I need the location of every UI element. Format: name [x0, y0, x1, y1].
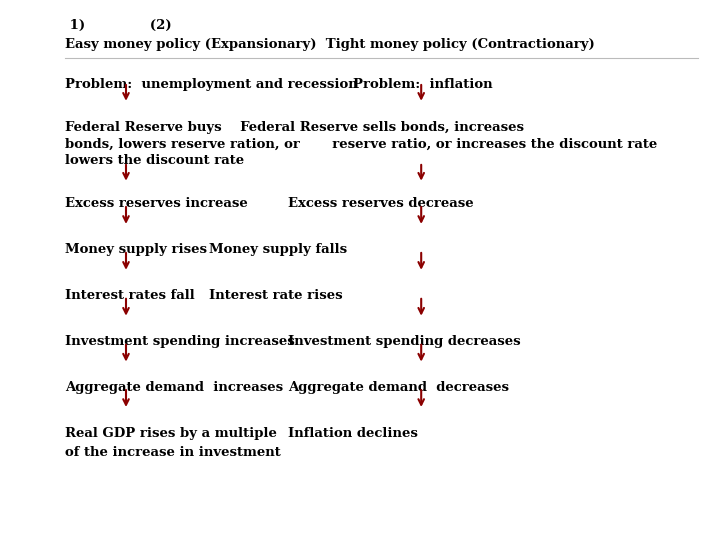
Text: Federal Reserve buys    Federal Reserve sells bonds, increases: Federal Reserve buys Federal Reserve sel… — [65, 122, 523, 134]
Text: Real GDP rises by a multiple: Real GDP rises by a multiple — [65, 427, 276, 440]
Text: Money supply falls: Money supply falls — [209, 243, 347, 256]
Text: Easy money policy (Expansionary)  Tight money policy (Contractionary): Easy money policy (Expansionary) Tight m… — [65, 38, 595, 51]
Text: Excess reserves decrease: Excess reserves decrease — [288, 197, 474, 210]
Text: Problem:  inflation: Problem: inflation — [353, 78, 492, 91]
Text: of the increase in investment: of the increase in investment — [65, 446, 281, 458]
Text: Aggregate demand  increases: Aggregate demand increases — [65, 381, 283, 394]
Text: Interest rates fall: Interest rates fall — [65, 289, 194, 302]
Text: Problem:  unemployment and recession: Problem: unemployment and recession — [65, 78, 358, 91]
Text: lowers the discount rate: lowers the discount rate — [65, 154, 244, 167]
Text: Aggregate demand  decreases: Aggregate demand decreases — [288, 381, 509, 394]
Text: 1)              (2): 1) (2) — [65, 19, 171, 32]
Text: Inflation declines: Inflation declines — [288, 427, 418, 440]
Text: Interest rate rises: Interest rate rises — [209, 289, 343, 302]
Text: Investment spending increases: Investment spending increases — [65, 335, 294, 348]
Text: Money supply rises: Money supply rises — [65, 243, 207, 256]
Text: Investment spending decreases: Investment spending decreases — [288, 335, 521, 348]
Text: Excess reserves increase: Excess reserves increase — [65, 197, 248, 210]
Text: bonds, lowers reserve ration, or       reserve ratio, or increases the discount : bonds, lowers reserve ration, or reserve… — [65, 138, 657, 151]
